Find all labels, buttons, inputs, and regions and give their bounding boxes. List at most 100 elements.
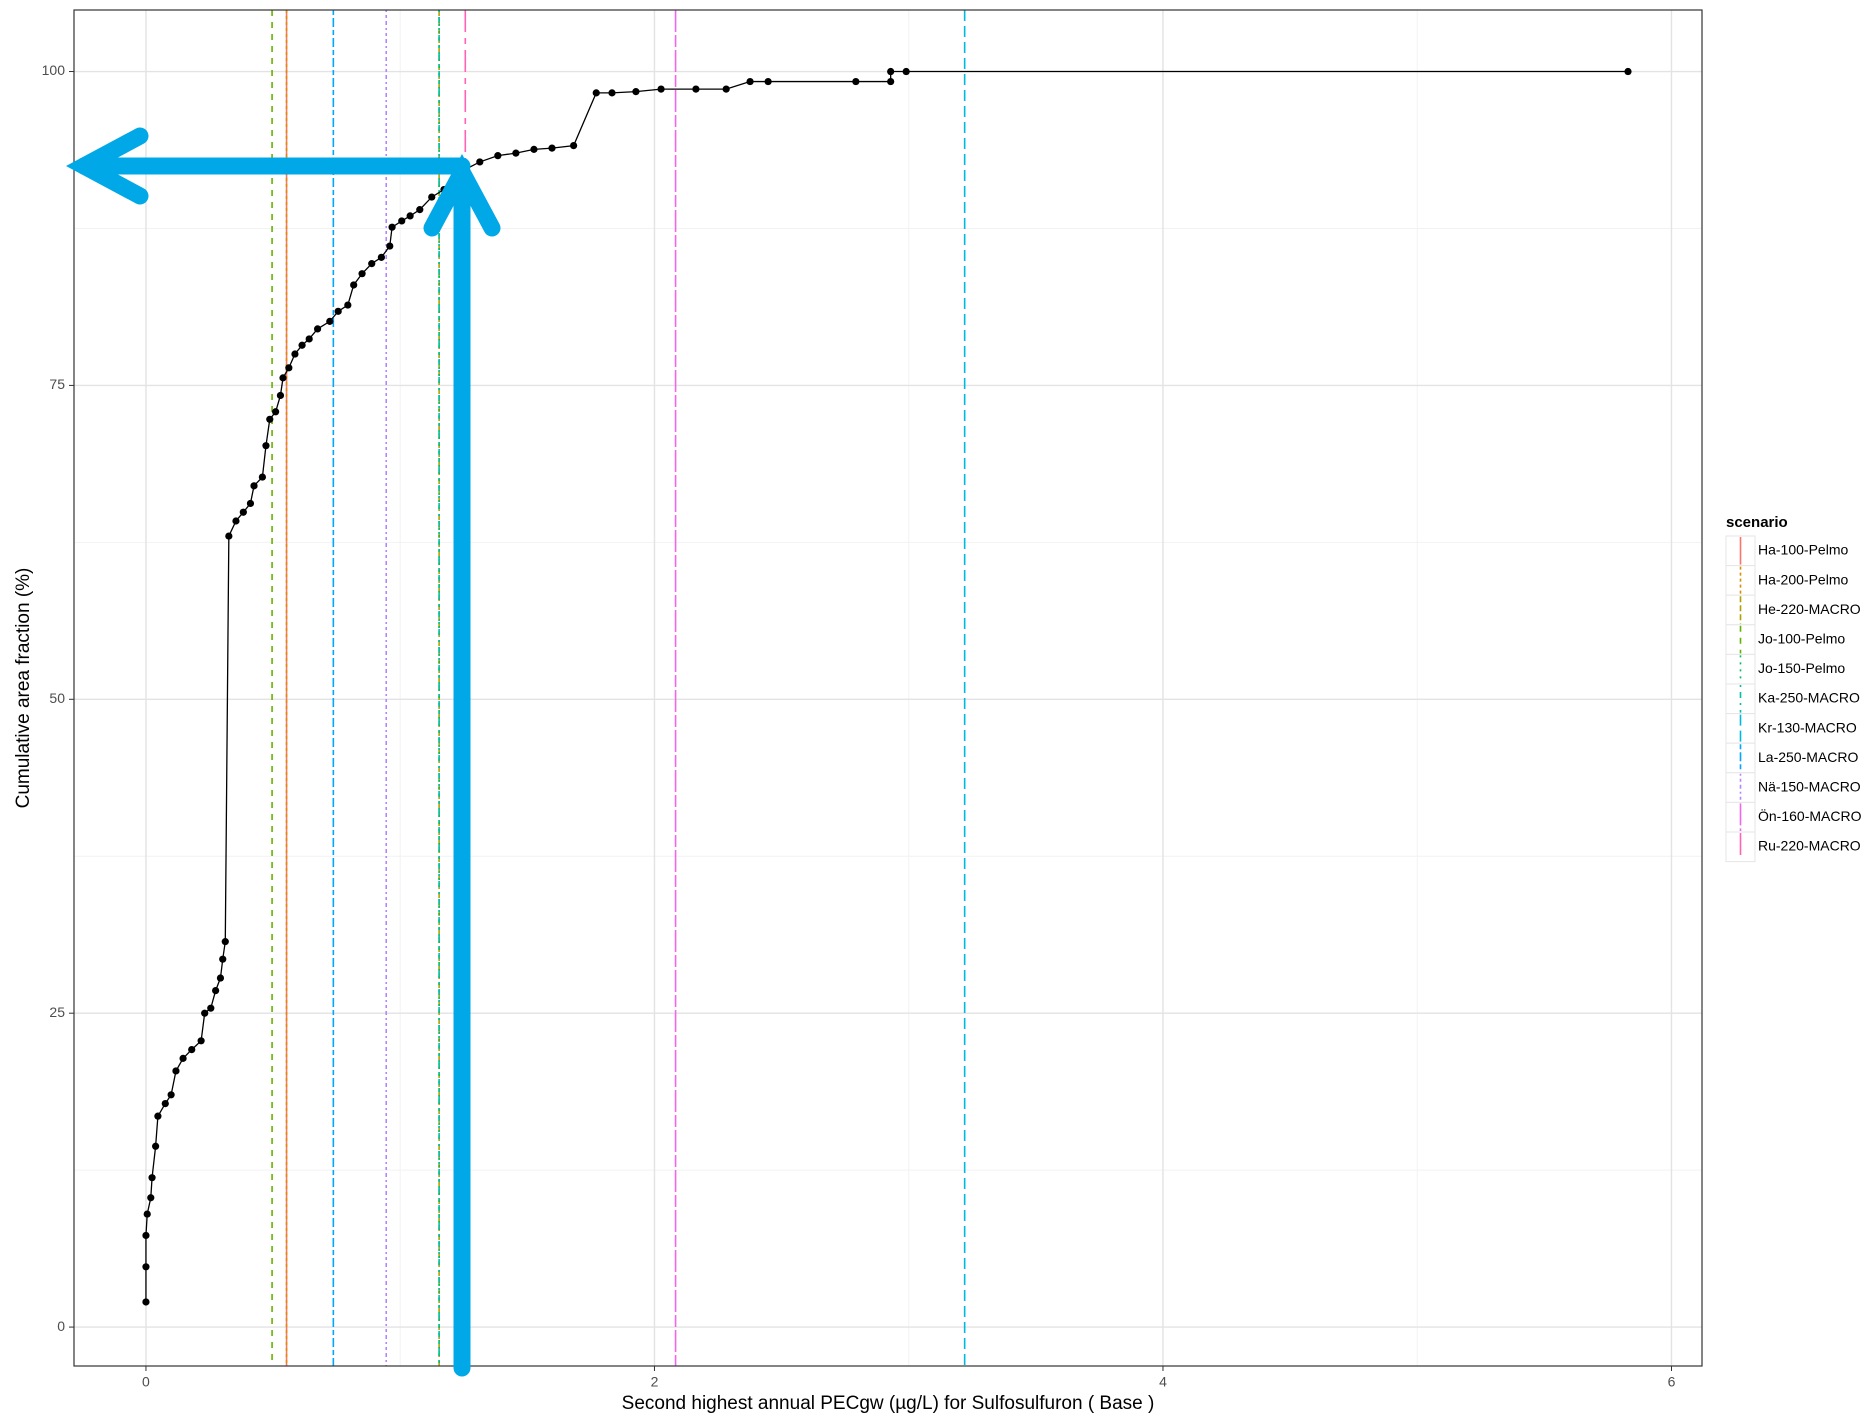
point xyxy=(344,301,352,309)
y-tick-label: 75 xyxy=(49,376,65,392)
point xyxy=(154,1112,162,1120)
point xyxy=(746,77,754,86)
point xyxy=(398,217,406,225)
point xyxy=(570,142,578,150)
legend-label: Jo-150-Pelmo xyxy=(1758,660,1845,676)
point xyxy=(313,325,322,333)
point xyxy=(764,77,772,86)
legend-label: He-220-MACRO xyxy=(1758,601,1861,617)
point xyxy=(887,67,895,76)
legend-key xyxy=(1725,683,1756,715)
point xyxy=(368,260,376,268)
point xyxy=(232,517,240,525)
point xyxy=(276,391,285,400)
legend-label: Ha-200-Pelmo xyxy=(1758,571,1848,587)
legend-label: Ru-220-MACRO xyxy=(1758,838,1861,854)
point xyxy=(147,1194,155,1202)
point xyxy=(272,408,280,416)
point xyxy=(167,1091,175,1099)
point xyxy=(142,1231,150,1240)
point xyxy=(201,1009,209,1017)
legend-label: Nä-150-MACRO xyxy=(1758,779,1861,795)
point xyxy=(148,1174,156,1182)
point xyxy=(530,145,538,153)
point xyxy=(326,317,334,325)
point xyxy=(258,473,267,481)
y-tick-label: 25 xyxy=(49,1004,65,1020)
legend-label: La-250-MACRO xyxy=(1758,749,1858,765)
legend-label: Ka-250-MACRO xyxy=(1758,690,1860,706)
point xyxy=(262,442,270,450)
arrow-left-head xyxy=(65,127,149,205)
point xyxy=(887,77,895,86)
point xyxy=(722,85,730,93)
x-tick-label: 2 xyxy=(651,1374,659,1390)
point xyxy=(219,955,227,963)
legend-label: Ön-160-MACRO xyxy=(1758,807,1862,824)
y-tick-label: 50 xyxy=(49,690,65,706)
point xyxy=(592,89,600,97)
point xyxy=(285,364,293,372)
point xyxy=(250,482,258,490)
point xyxy=(428,193,436,201)
point xyxy=(161,1099,169,1108)
point xyxy=(350,281,358,289)
legend-key xyxy=(1725,653,1756,685)
point xyxy=(358,270,366,278)
grid xyxy=(74,10,1702,1366)
legend: Ha-100-Pelmo Ha-200-Pelmo He-220-MACRO Jo-1… xyxy=(1725,535,1862,863)
legend-label: Ha-100-Pelmo xyxy=(1758,542,1848,558)
panel-border xyxy=(73,9,1703,1367)
y-tick-label: 0 xyxy=(57,1318,65,1334)
curve xyxy=(142,67,1632,1306)
y-axis-title: Cumulative area fraction (%) xyxy=(13,568,34,809)
point xyxy=(179,1054,187,1062)
point xyxy=(142,1298,150,1306)
point xyxy=(197,1037,205,1045)
point xyxy=(494,152,502,160)
point xyxy=(279,374,287,382)
point xyxy=(406,212,414,220)
point xyxy=(142,1263,150,1271)
point xyxy=(207,1004,215,1012)
point xyxy=(172,1067,180,1075)
point xyxy=(334,307,342,315)
point xyxy=(221,938,229,946)
point xyxy=(692,85,700,93)
point xyxy=(298,341,306,349)
legend-title: scenario xyxy=(1726,514,1788,531)
point xyxy=(386,242,394,250)
point xyxy=(188,1046,196,1054)
point xyxy=(143,1210,151,1218)
point xyxy=(476,158,484,166)
annotation-arrows xyxy=(65,127,501,1377)
x-tick-label: 0 xyxy=(142,1374,150,1390)
legend-label: Kr-130-MACRO xyxy=(1758,719,1857,735)
point xyxy=(291,350,299,358)
point xyxy=(1624,67,1632,76)
point xyxy=(305,335,313,343)
point xyxy=(239,508,247,516)
y-tick-label: 100 xyxy=(42,62,66,78)
point xyxy=(266,415,274,423)
point xyxy=(548,144,556,152)
point xyxy=(902,67,910,76)
x-tick-label: 4 xyxy=(1159,1374,1167,1390)
point xyxy=(216,974,225,982)
point xyxy=(152,1142,160,1150)
x-axis-title: Second highest annual PECgw (µg/L) for S… xyxy=(622,1393,1155,1414)
point xyxy=(512,149,520,157)
ticks: 0 2 4 6 0 25 50 75 100 xyxy=(42,62,1676,1389)
point xyxy=(388,223,396,231)
point xyxy=(416,206,424,214)
point xyxy=(852,77,860,86)
x-tick-label: 6 xyxy=(1668,1374,1676,1390)
legend-label: Jo-100-Pelmo xyxy=(1758,631,1845,647)
point xyxy=(246,499,255,508)
point xyxy=(657,85,665,93)
point xyxy=(225,532,233,540)
point xyxy=(608,89,616,97)
point xyxy=(212,986,220,995)
